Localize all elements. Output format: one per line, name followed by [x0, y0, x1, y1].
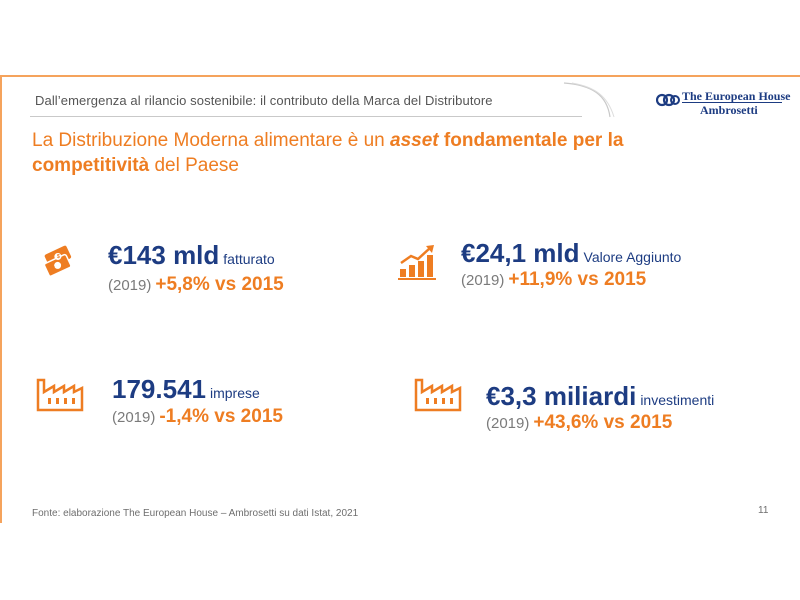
kpi-year: (2019) [461, 272, 505, 289]
ambrosetti-logo: The European House Ambrosetti [654, 86, 790, 120]
title-line2-bold: competitività [32, 155, 150, 176]
logo-rule [682, 102, 782, 103]
kpi-delta: +5,8% vs 2015 [155, 274, 284, 295]
title-part1: La Distribuzione Moderna alimentare è un [32, 130, 391, 151]
logo-mark-icon [656, 93, 680, 107]
source-note: Fonte: elaborazione The European House –… [32, 508, 359, 519]
logo-text-line2: Ambrosetti [700, 103, 758, 117]
title-part2: fondamentale per la [438, 130, 624, 151]
kpi-delta: +11,9% vs 2015 [508, 269, 647, 290]
kpi-value: €24,1 mld [461, 238, 580, 268]
money-icon: $ € [43, 245, 72, 277]
page-number: 11 [758, 505, 769, 516]
page-title: La Distribuzione Moderna alimentare è un… [32, 128, 732, 178]
kpi-unit: imprese [209, 385, 260, 401]
factory-icon [414, 378, 462, 412]
growth-chart-icon [398, 245, 436, 280]
kpi-delta: -1,4% vs 2015 [159, 406, 283, 427]
header-divider [30, 116, 582, 117]
kpi-year: (2019) [486, 415, 530, 432]
kpi-unit: Valore Aggiunto [583, 249, 682, 265]
factory-icon [36, 378, 84, 412]
svg-text:€: € [52, 263, 55, 269]
header-subtitle: Dall’emergenza al rilancio sostenibile: … [35, 93, 493, 108]
kpi-value: €143 mld [108, 240, 220, 270]
kpi-value: 179.541 [112, 374, 206, 404]
kpi-value: €3,3 miliardi [486, 381, 637, 411]
kpi-year: (2019) [108, 277, 152, 294]
kpi-year: (2019) [112, 409, 156, 426]
kpi-delta: +43,6% vs 2015 [533, 412, 673, 433]
logo-text-line1: The European House [682, 89, 791, 103]
kpi-unit: investimenti [640, 392, 715, 408]
swoosh-decoration [563, 82, 615, 118]
svg-text:$: $ [57, 254, 60, 260]
kpi-unit: fatturato [223, 251, 275, 267]
title-line2-rest: del Paese [149, 155, 239, 176]
slide: Dall’emergenza al rilancio sostenibile: … [0, 75, 800, 523]
title-emphasis: asset [390, 130, 439, 151]
